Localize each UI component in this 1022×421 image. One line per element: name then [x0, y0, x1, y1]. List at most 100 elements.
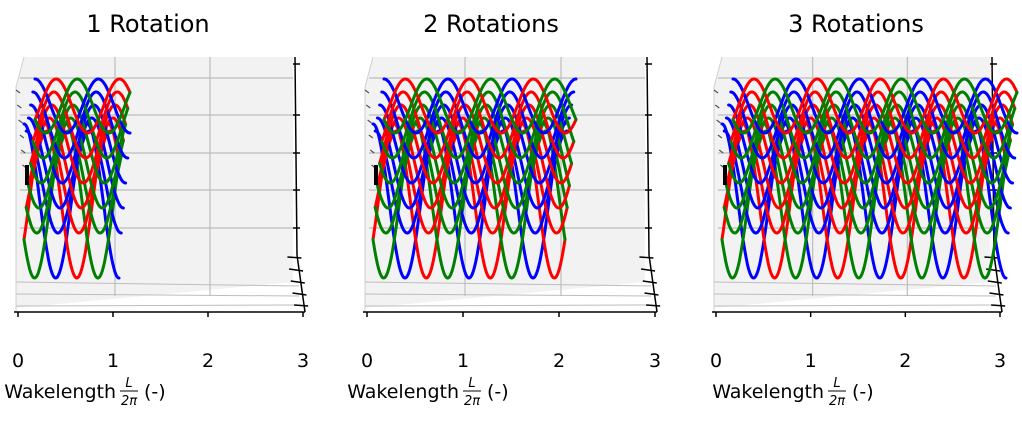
layer-axis-tick	[19, 134, 25, 139]
y-axis-tick	[288, 268, 304, 272]
series-curve	[29, 103, 128, 185]
series-curve	[720, 122, 1008, 280]
layer-axis-tick	[713, 89, 719, 94]
panel-1: 0 1 2 3 1 Rotation Wakelength L 2π (-)	[4, 10, 309, 409]
pane-edge	[15, 56, 25, 88]
layer-axis-tick	[717, 134, 723, 139]
series-curve	[724, 116, 1012, 210]
series-curve	[24, 129, 123, 235]
series-curve	[371, 122, 567, 280]
layer-axis-tick	[369, 149, 375, 154]
pane-edge	[713, 56, 723, 88]
series-curve	[33, 77, 132, 135]
series-curve	[731, 77, 1019, 135]
layer-axis-tick	[714, 104, 720, 109]
z-axis-spine	[646, 56, 650, 256]
floor-grid-line	[15, 304, 300, 307]
origin-marker	[374, 165, 378, 185]
layer-axis-tick	[716, 119, 721, 124]
series-curve	[373, 129, 569, 235]
x-axis-label-numerator: L	[833, 376, 840, 391]
x-tick-label: 0	[12, 350, 24, 372]
layer-axis-tick	[718, 149, 724, 154]
x-tick-label: 3	[994, 350, 1006, 372]
y-axis-tick	[646, 304, 661, 307]
layer-axis-tick	[364, 89, 370, 94]
chart-title: 2 Rotations	[423, 10, 559, 38]
series-curve	[731, 77, 1019, 135]
x-tick-label: 3	[297, 350, 309, 372]
series-curve	[382, 77, 578, 135]
panel-2: 0 1 2 3 2 Rotations Wakelength L 2π (-)	[347, 10, 661, 409]
x-tick-label: 1	[805, 350, 817, 372]
series-curve	[375, 116, 571, 210]
series-curve	[33, 77, 132, 135]
floor-grid-line	[15, 293, 300, 297]
y-axis-tick	[287, 256, 302, 259]
x-axis-label-denominator: 2π	[121, 394, 137, 409]
series-curve	[31, 90, 130, 160]
series-curve	[373, 129, 569, 235]
series-curve	[727, 103, 1015, 185]
series-curve	[380, 90, 576, 160]
series-curve	[29, 103, 128, 185]
layer-axis-tick	[18, 119, 23, 124]
x-axis-label-suffix: (-)	[144, 381, 166, 403]
y-axis-tick	[991, 304, 1006, 307]
x-axis-label-suffix: (-)	[852, 381, 874, 403]
layer-axis-tick	[368, 134, 374, 139]
y-axis-spine	[296, 254, 306, 313]
y-axis-tick	[644, 292, 659, 296]
y-axis-tick	[987, 280, 1002, 284]
floor-grid-line	[364, 281, 652, 287]
x-tick-label: 3	[649, 350, 661, 372]
floor-grid-line	[713, 304, 997, 307]
x-axis-label-prefix: Wakelength	[712, 381, 824, 403]
y-axis-tick	[294, 304, 309, 307]
layer-axis-tick	[15, 89, 21, 94]
x-axis-label-numerator: L	[468, 376, 475, 391]
chart-title: 3 Rotations	[788, 10, 924, 38]
series-curve	[724, 116, 1012, 210]
series-curve	[378, 103, 574, 185]
y-axis-tick	[290, 280, 305, 284]
x-tick-label: 2	[553, 350, 565, 372]
x-tick-label: 2	[202, 350, 214, 372]
series-curve	[375, 116, 571, 210]
floor-grid-line	[713, 281, 997, 287]
y-axis-tick	[639, 256, 654, 259]
series-curve	[382, 77, 578, 135]
series-curve	[731, 77, 1019, 135]
y-axis-tick	[640, 268, 656, 272]
panel-3: 0 1 2 3 3 Rotations Wakelength L 2π (-)	[710, 10, 1019, 409]
x-tick-label: 1	[107, 350, 119, 372]
floor-grid-line	[364, 293, 652, 297]
layer-axis-tick	[367, 119, 372, 124]
y-axis-tick	[642, 280, 657, 284]
series-curve	[29, 103, 128, 185]
floor-grid-line	[15, 281, 300, 287]
x-axis-label-prefix: Wakelength	[4, 381, 116, 403]
series-curve	[33, 77, 132, 135]
x-axis-label-suffix: (-)	[487, 381, 509, 403]
series-curve	[378, 103, 574, 185]
series-curve	[727, 103, 1015, 185]
x-tick-label: 0	[710, 350, 722, 372]
floor-grid-line	[364, 304, 652, 307]
origin-marker	[25, 165, 29, 185]
series-curve	[727, 103, 1015, 185]
layer-axis-tick	[20, 149, 26, 154]
y-axis-tick	[292, 292, 307, 296]
y-axis-tick	[989, 292, 1004, 296]
pane-edge	[364, 56, 374, 88]
x-axis-label-denominator: 2π	[464, 394, 480, 409]
series-curve	[26, 116, 125, 210]
x-tick-label: 0	[361, 350, 373, 372]
floor-grid-line	[713, 293, 997, 297]
layer-axis-tick	[365, 104, 371, 109]
series-curve	[26, 116, 125, 210]
chart-title: 1 Rotation	[86, 10, 209, 38]
y-axis-spine	[648, 254, 658, 313]
z-axis-spine	[294, 56, 298, 256]
